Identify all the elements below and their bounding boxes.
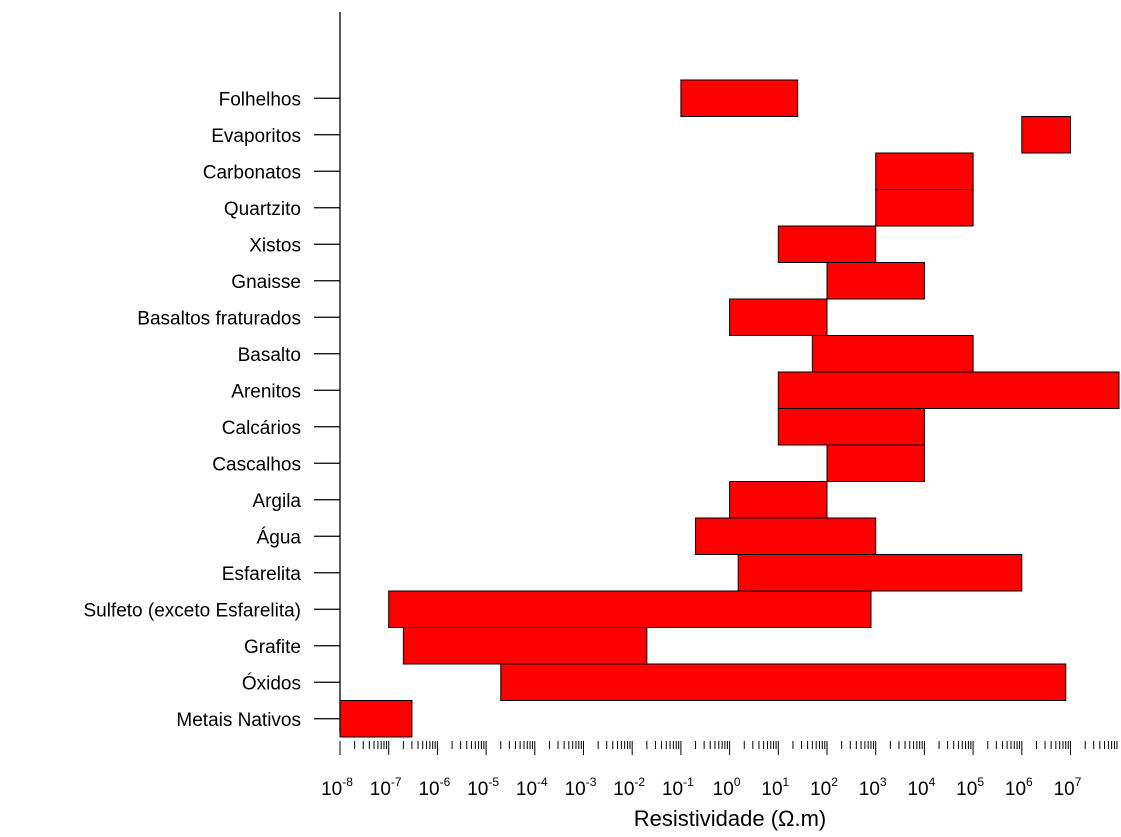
category-label-3: Quartzito bbox=[224, 199, 301, 220]
x-tick-label-exponent-8: 0 bbox=[734, 775, 741, 789]
x-tick-label-base-4: 10 bbox=[516, 779, 537, 800]
bar-9 bbox=[777, 408, 925, 446]
category-label-8: Arenitos bbox=[231, 381, 301, 402]
category-label-11: Argila bbox=[252, 491, 301, 512]
x-tick-label-base-7: 10 bbox=[662, 779, 683, 800]
x-tick-label-7: 10-1 bbox=[662, 775, 694, 800]
x-tick-label-base-9: 10 bbox=[761, 779, 782, 800]
x-tick-label-5: 10-3 bbox=[565, 775, 597, 800]
x-tick-label-12: 104 bbox=[907, 775, 935, 800]
bar-0 bbox=[680, 79, 799, 117]
category-label-17: Metais Nativos bbox=[176, 710, 301, 731]
bar-16 bbox=[500, 663, 1067, 701]
x-tick-label-base-11: 10 bbox=[859, 779, 880, 800]
x-tick-label-9: 101 bbox=[761, 775, 789, 800]
bar-15 bbox=[402, 627, 648, 665]
bar-14 bbox=[388, 590, 872, 628]
bar-8 bbox=[777, 371, 1120, 409]
x-tick-label-10: 102 bbox=[810, 775, 838, 800]
category-label-7: Basalto bbox=[238, 345, 301, 366]
x-tick-label-exponent-5: -3 bbox=[586, 775, 597, 789]
x-tick-label-15: 107 bbox=[1054, 775, 1082, 800]
x-tick-label-14: 106 bbox=[1005, 775, 1033, 800]
bar-12 bbox=[695, 517, 877, 555]
category-label-10: Cascalhos bbox=[212, 454, 301, 475]
x-tick-label-exponent-4: -4 bbox=[537, 775, 548, 789]
x-tick-label-exponent-0: -8 bbox=[342, 775, 353, 789]
x-tick-label-1: 10-7 bbox=[370, 775, 402, 800]
category-label-13: Esfarelita bbox=[222, 564, 302, 585]
category-label-1: Evaporitos bbox=[211, 126, 301, 147]
x-axis-label: Resistividade (Ω.m) bbox=[634, 806, 827, 831]
bar-1 bbox=[1021, 116, 1071, 154]
x-tick-label-exponent-2: -6 bbox=[440, 775, 451, 789]
bar-13 bbox=[737, 554, 1023, 592]
x-tick-label-base-2: 10 bbox=[418, 779, 439, 800]
x-axis-tick-labels: 10-8 10-7 10-6 10-5 10-4 10-3 10-2 10-1 100 101 10… bbox=[321, 775, 1082, 800]
x-tick-label-exponent-15: 7 bbox=[1075, 775, 1082, 789]
x-tick-label-0: 10-8 bbox=[321, 775, 353, 800]
x-tick-label-exponent-1: -7 bbox=[391, 775, 402, 789]
x-tick-label-exponent-9: 1 bbox=[783, 775, 790, 789]
x-tick-label-base-14: 10 bbox=[1005, 779, 1026, 800]
x-tick-label-base-1: 10 bbox=[370, 779, 391, 800]
x-tick-label-2: 10-6 bbox=[418, 775, 450, 800]
bar-11 bbox=[729, 481, 828, 519]
x-tick-label-13: 105 bbox=[956, 775, 984, 800]
category-label-14: Sulfeto (exceto Esfarelita) bbox=[83, 600, 301, 621]
bar-5 bbox=[826, 262, 925, 300]
x-tick-label-exponent-10: 2 bbox=[831, 775, 838, 789]
bar-6 bbox=[729, 298, 828, 336]
x-tick-label-base-12: 10 bbox=[907, 779, 928, 800]
x-tick-label-exponent-7: -1 bbox=[683, 775, 694, 789]
category-label-4: Xistos bbox=[249, 235, 301, 256]
category-label-0: Folhelhos bbox=[219, 89, 301, 110]
x-tick-label-base-10: 10 bbox=[810, 779, 831, 800]
category-label-16: Óxidos bbox=[242, 672, 301, 694]
x-tick-label-base-15: 10 bbox=[1054, 779, 1075, 800]
x-tick-label-base-3: 10 bbox=[467, 779, 488, 800]
x-axis-ticks bbox=[339, 741, 1118, 755]
x-tick-label-exponent-3: -5 bbox=[488, 775, 499, 789]
bar-7 bbox=[811, 335, 974, 373]
x-tick-label-base-8: 10 bbox=[713, 779, 734, 800]
x-tick-label-exponent-12: 4 bbox=[929, 775, 936, 789]
x-tick-label-exponent-11: 3 bbox=[880, 775, 887, 789]
bar-4 bbox=[777, 225, 877, 263]
x-tick-label-6: 10-2 bbox=[613, 775, 645, 800]
x-tick-label-base-6: 10 bbox=[613, 779, 634, 800]
category-label-5: Gnaisse bbox=[231, 272, 301, 293]
x-tick-label-exponent-13: 5 bbox=[977, 775, 984, 789]
x-tick-label-exponent-6: -2 bbox=[634, 775, 645, 789]
x-tick-label-8: 100 bbox=[713, 775, 741, 800]
bar-10 bbox=[826, 444, 925, 482]
x-tick-label-4: 10-4 bbox=[516, 775, 548, 800]
category-label-9: Calcários bbox=[222, 418, 301, 439]
bar-3 bbox=[875, 189, 974, 227]
bar-17 bbox=[339, 700, 413, 738]
category-label-6: Basaltos fraturados bbox=[137, 308, 301, 329]
x-tick-label-base-0: 10 bbox=[321, 779, 342, 800]
x-tick-label-11: 103 bbox=[859, 775, 887, 800]
category-label-15: Grafite bbox=[244, 637, 301, 658]
x-tick-label-base-5: 10 bbox=[565, 779, 586, 800]
y-axis-labels: Folhelhos Evaporitos Carbonatos Quartzito Xi… bbox=[83, 89, 340, 731]
x-tick-label-3: 10-5 bbox=[467, 775, 499, 800]
bars-group bbox=[339, 79, 1120, 738]
bar-2 bbox=[875, 152, 974, 190]
x-tick-label-base-13: 10 bbox=[956, 779, 977, 800]
category-label-12: Água bbox=[257, 527, 302, 548]
x-tick-label-exponent-14: 6 bbox=[1026, 775, 1033, 789]
category-label-2: Carbonatos bbox=[203, 162, 301, 183]
